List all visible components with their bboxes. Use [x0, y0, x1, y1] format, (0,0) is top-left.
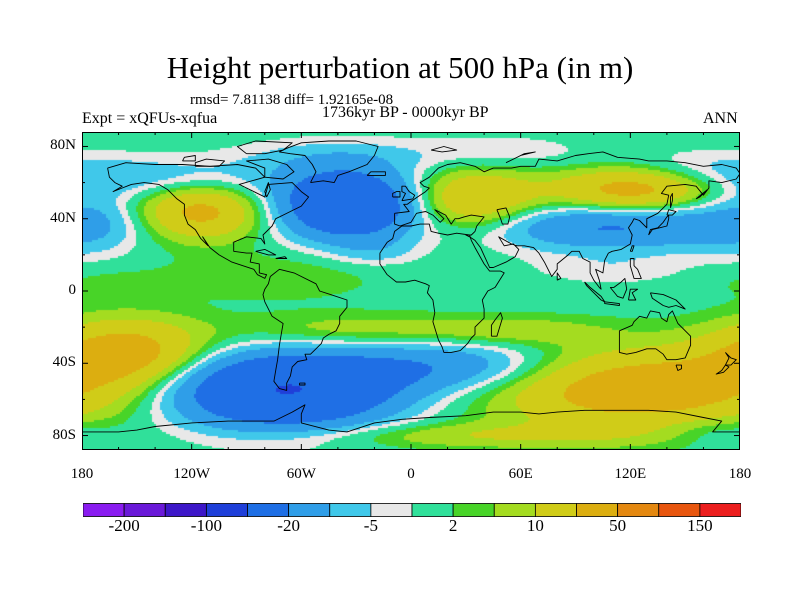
coastline-philippines: [629, 258, 642, 279]
lon-tick-label: 120E: [614, 466, 647, 482]
lat-tick-label: 0: [68, 282, 77, 298]
colorbar-swatch: [288, 503, 331, 517]
height-perturbation-field: [82, 132, 740, 450]
map-frame: [82, 132, 740, 450]
coastline-south-america: [262, 268, 348, 391]
coastline-novaya-zemlya: [505, 151, 536, 164]
colorbar-label: -200: [108, 516, 140, 535]
lat-tick-label: 80N: [50, 137, 76, 154]
colorbar-swatch: [329, 503, 372, 517]
coastline-tasmania: [675, 364, 682, 371]
experiment-label: Expt = xQFUs-xqfua: [82, 110, 218, 127]
colorbar-label: 2: [448, 516, 458, 535]
lon-tick-label: 60W: [286, 466, 316, 482]
coastline-ireland: [392, 191, 401, 198]
colorbar-swatch: [493, 503, 536, 517]
colorbar-swatch: [576, 503, 619, 517]
colorbar-swatch: [164, 503, 207, 517]
lon-tick-label: 120W: [173, 466, 210, 482]
coastline-hokkaido: [666, 209, 677, 216]
colorbar-swatch: [452, 503, 495, 517]
coastline-caspian: [496, 207, 511, 225]
lat-tick-label: 40N: [50, 209, 76, 226]
colorbar-label: -5: [363, 516, 378, 535]
coastline-sakhalin: [670, 192, 673, 209]
map-panel: [82, 132, 740, 450]
coastline-victoria-island: [194, 158, 226, 167]
coastline-kamchatka-tip: [695, 189, 708, 200]
coastline-borneo: [609, 277, 628, 299]
coastline-new-guinea: [649, 292, 686, 310]
colorbar: [83, 503, 741, 517]
period-label: 1736kyr BP - 0000kyr BP: [322, 104, 489, 121]
season-label: ANN: [703, 110, 738, 127]
coastline-new-zealand: [724, 352, 737, 366]
coastline-north-america: [107, 162, 310, 279]
coastline-cuba: [255, 248, 277, 256]
colorbar-swatch: [247, 503, 290, 517]
coastline-sumatra: [584, 281, 606, 303]
coastline-banks-island: [182, 155, 196, 162]
coastlines: [82, 140, 740, 443]
colorbar-swatch: [411, 503, 454, 517]
coastline-falklands: [299, 382, 306, 386]
coastline-new-zealand-south: [715, 364, 730, 375]
map-title: Height perturbation at 500 hPa (in m): [166, 50, 634, 85]
coastline-greenland: [278, 140, 379, 184]
coastline-baffin: [246, 158, 295, 180]
colorbar-swatch: [699, 503, 741, 517]
lon-tick-label: 180: [728, 466, 752, 482]
colorbar-label: -20: [277, 516, 300, 535]
coastline-eurasia: [394, 151, 740, 290]
coastline-iceland: [366, 171, 386, 176]
coastline-great-britain: [401, 185, 416, 202]
stats-label: rmsd= 7.81138 diff= 1.92165e-08: [190, 92, 394, 108]
colorbar-swatch: [534, 503, 577, 517]
lon-tick-label: 180: [70, 466, 94, 482]
colorbar-label: 10: [526, 516, 544, 535]
lon-tick-label: 0: [407, 466, 415, 482]
coastline-svalbard: [430, 146, 458, 153]
colorbar-label: -100: [190, 516, 222, 535]
coastline-australia: [618, 310, 692, 361]
coastline-hispaniola: [275, 256, 288, 259]
coastline-ellesmere: [236, 140, 293, 155]
colorbar-label: 150: [687, 516, 713, 535]
colorbar-swatch: [205, 503, 248, 517]
colorbar-swatch: [370, 503, 413, 517]
coastline-java: [604, 301, 620, 306]
colorbar-swatch: [83, 503, 125, 517]
coastline-africa: [379, 223, 505, 353]
coastline-taiwan: [629, 245, 635, 252]
colorbar-swatch: [658, 503, 701, 517]
lat-tick-label: 80S: [52, 426, 76, 443]
lon-tick-label: 60E: [508, 466, 533, 482]
coastline-sulawesi: [628, 288, 639, 301]
lat-tick-label: 40S: [52, 354, 76, 371]
colorbar-swatch: [617, 503, 660, 517]
colorbar-swatch: [123, 503, 166, 517]
coastline-madagascar: [490, 312, 503, 337]
colorbar-label: 50: [609, 516, 627, 535]
coastline-sri-lanka: [556, 272, 562, 281]
coastline-hudson-bay-east: [264, 182, 271, 198]
coastline-antarctica: [82, 404, 740, 443]
